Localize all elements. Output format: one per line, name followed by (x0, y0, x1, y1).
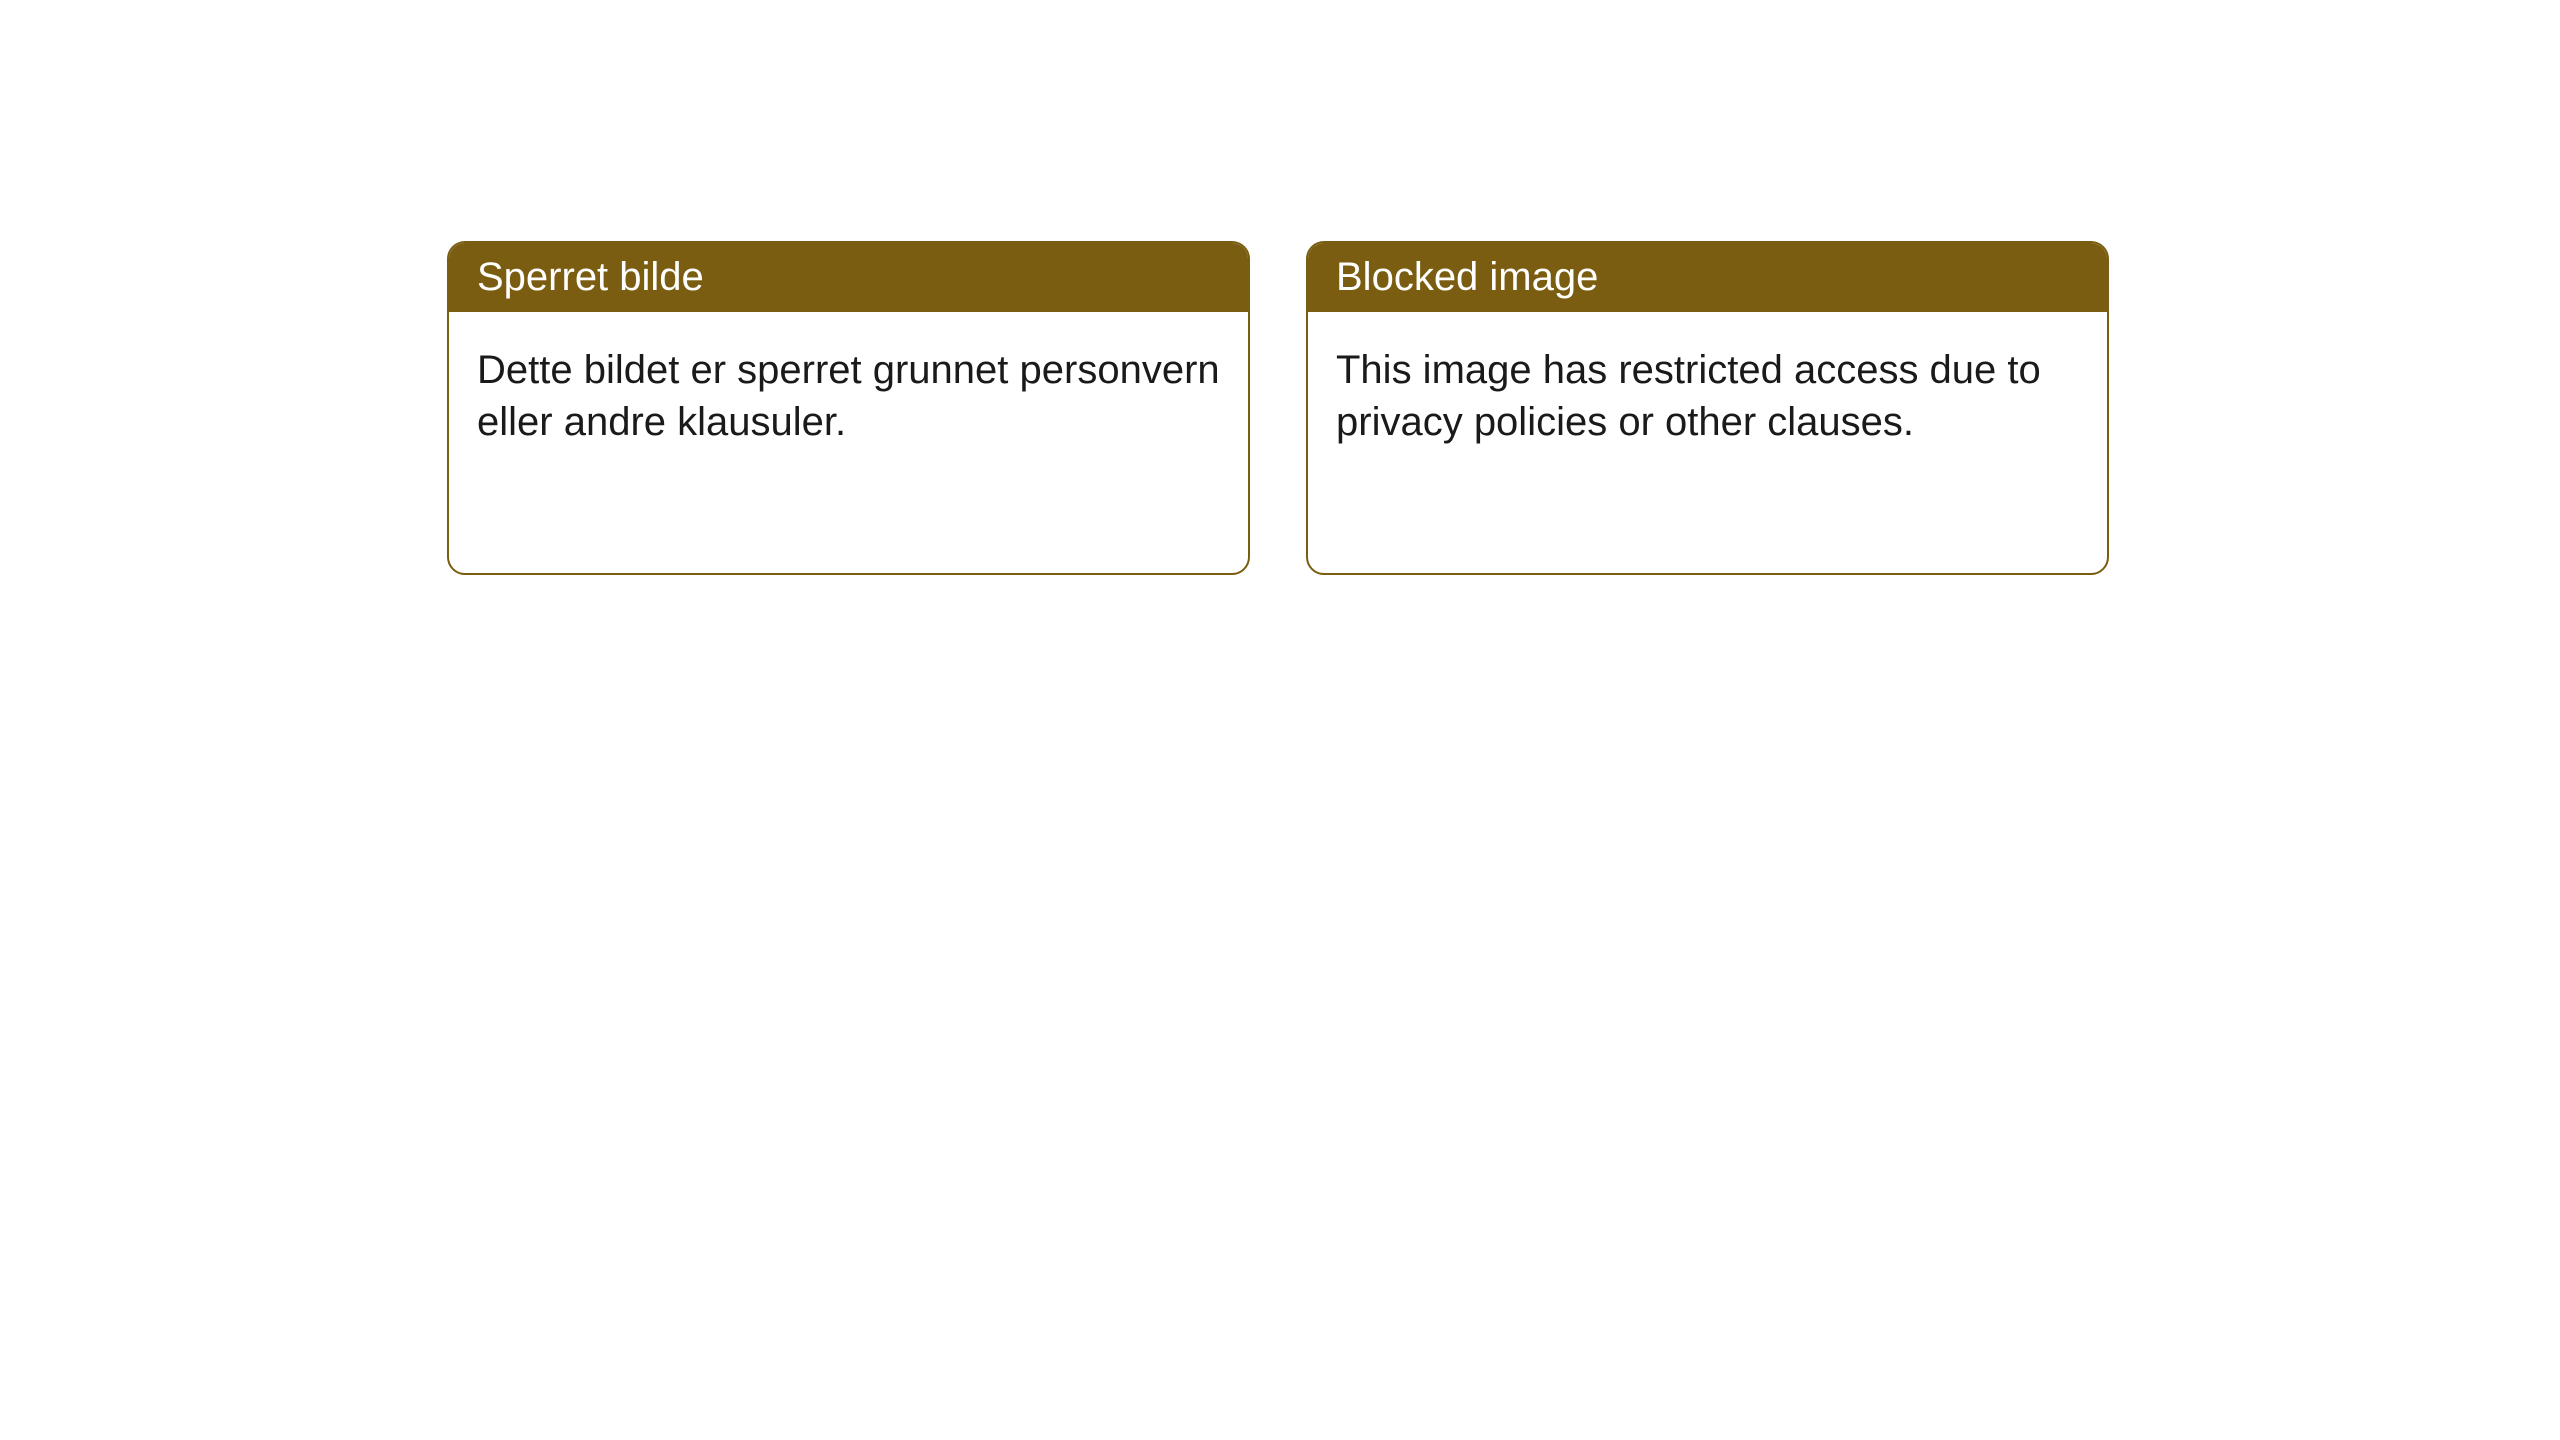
notice-card-english: Blocked image This image has restricted … (1306, 241, 2109, 575)
notice-text: This image has restricted access due to … (1336, 348, 2041, 444)
notice-header: Sperret bilde (449, 243, 1248, 312)
notice-body: Dette bildet er sperret grunnet personve… (449, 312, 1248, 480)
notice-text: Dette bildet er sperret grunnet personve… (477, 348, 1220, 444)
notice-body: This image has restricted access due to … (1308, 312, 2107, 480)
notice-header: Blocked image (1308, 243, 2107, 312)
notice-title: Blocked image (1336, 255, 1598, 299)
notice-card-norwegian: Sperret bilde Dette bildet er sperret gr… (447, 241, 1250, 575)
notice-title: Sperret bilde (477, 255, 704, 299)
notice-container: Sperret bilde Dette bildet er sperret gr… (447, 241, 2109, 575)
